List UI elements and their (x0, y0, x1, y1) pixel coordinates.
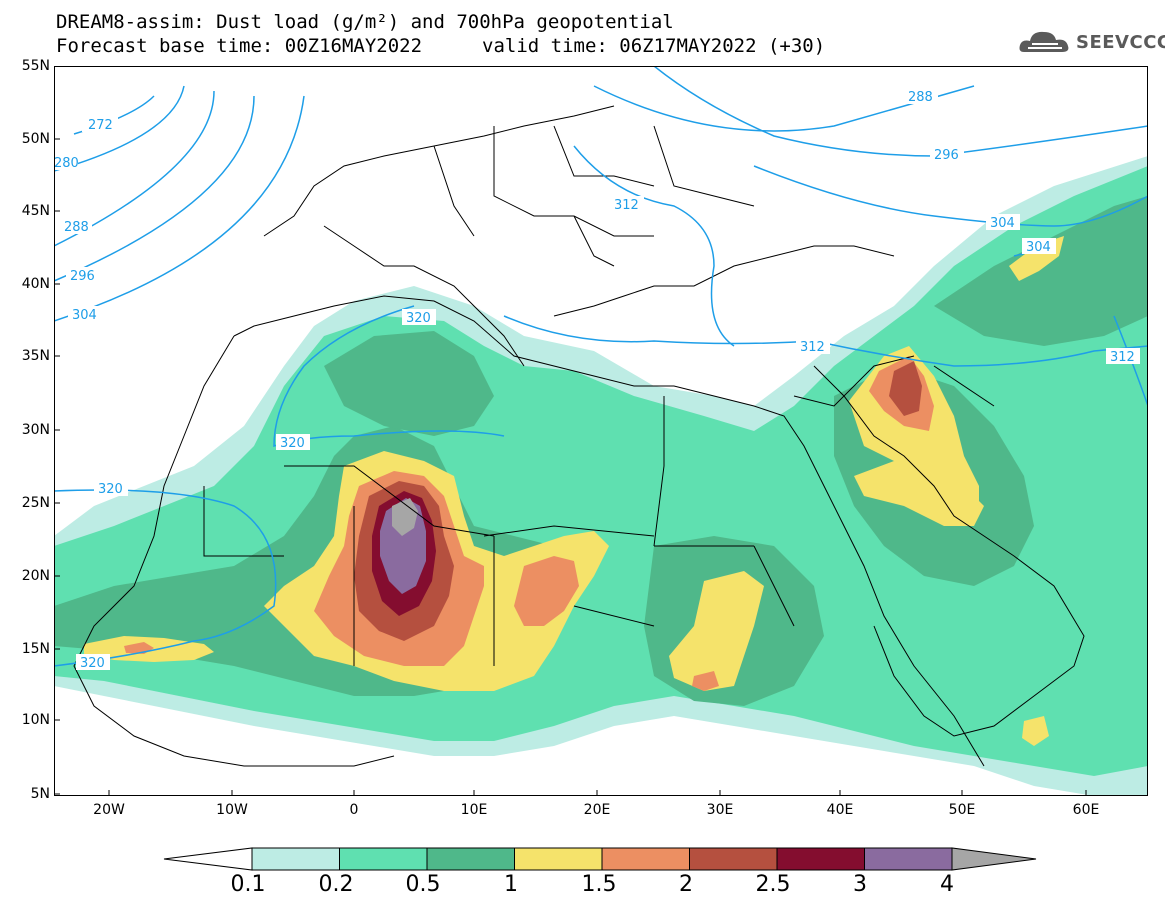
lat-label-50n: 50N (21, 131, 50, 147)
contour-label-280: 280 (54, 156, 79, 171)
dust-level-4 (392, 498, 418, 536)
colorbar-label-0-5: 0.5 (405, 872, 441, 897)
colorbar-high-arrow (951, 847, 1037, 871)
colorbar-cell (251, 847, 340, 871)
colorbar-cell (864, 847, 953, 871)
contour-label-312-europe: 312 (614, 198, 639, 213)
logo-text: SEEVCCC (1076, 32, 1165, 53)
contour-label-272: 272 (88, 118, 113, 133)
lat-label-20n: 20N (21, 568, 50, 584)
lon-label-30e: 30E (706, 802, 734, 818)
contour-label-296-east: 296 (934, 148, 959, 163)
contour-label-312-levant: 312 (800, 340, 825, 355)
lat-label-30n: 30N (21, 422, 50, 438)
contour-label-304-east: 304 (990, 216, 1015, 231)
colorbar-low-arrow (163, 847, 253, 871)
coastline-arabia (813, 365, 1085, 737)
lon-label-20w: 20W (93, 802, 125, 818)
contour-label-288-east: 288 (908, 90, 933, 105)
colorbar-label-3: 3 (853, 872, 867, 897)
title-valid-time: valid time: 06Z17MAY2022 (+30) (482, 35, 826, 57)
cloud-logo-icon (1019, 31, 1069, 52)
lat-label-45n: 45N (21, 203, 50, 219)
title-base-time: Forecast base time: 00Z16MAY2022 (56, 35, 423, 57)
colorbar (163, 847, 1037, 871)
border-lines-europe (433, 125, 755, 267)
lat-label-15n: 15N (21, 641, 50, 657)
lon-label-60e: 60E (1072, 802, 1100, 818)
colorbar-cell (339, 847, 428, 871)
coastline-europe (263, 105, 895, 367)
seevccc-logo: SEEVCCC (1018, 26, 1165, 60)
colorbar-cell (601, 847, 690, 871)
lon-label-10w: 10W (216, 802, 248, 818)
contour-label-320-west: 320 (98, 482, 123, 497)
lon-label-0: 0 (349, 802, 359, 818)
colorbar-label-0-2: 0.2 (318, 872, 354, 897)
contour-label-304: 304 (72, 308, 97, 323)
lon-label-10e: 10E (460, 802, 488, 818)
contour-label-296: 296 (70, 269, 95, 284)
lat-label-55n: 55N (21, 58, 50, 74)
dust-level-1-5-south (692, 671, 719, 691)
colorbar-cell (426, 847, 515, 871)
contour-label-312-east: 312 (1110, 350, 1135, 365)
dust-level-1-5-chad (514, 556, 579, 626)
colorbar-cell (776, 847, 865, 871)
colorbar-label-1: 1 (504, 872, 518, 897)
dust-level-1-sudan (669, 571, 764, 691)
dust-level-0-5-caspian (934, 196, 1148, 346)
contour-label-320-mid: 320 (280, 436, 305, 451)
lat-label-10n: 10N (21, 712, 50, 728)
lat-label-25n: 25N (21, 495, 50, 511)
contour-label-288: 288 (64, 220, 89, 235)
lat-label-40n: 40N (21, 276, 50, 292)
lon-label-20e: 20E (583, 802, 611, 818)
colorbar-cell (514, 847, 603, 871)
lat-label-5n: 5N (30, 786, 50, 802)
dust-level-2-iraq (889, 361, 922, 416)
dust-map: 272 280 288 296 304 320 320 320 320 312 … (54, 66, 1148, 796)
lon-label-40e: 40E (826, 802, 854, 818)
border-lines (203, 355, 995, 666)
colorbar-cell (689, 847, 778, 871)
colorbar-label-0-1: 0.1 (230, 872, 266, 897)
coastline-africa (73, 295, 985, 767)
contour-label-320-south: 320 (80, 656, 105, 671)
colorbar-label-4: 4 (940, 872, 954, 897)
colorbar-label-2: 2 (679, 872, 693, 897)
lon-label-50e: 50E (948, 802, 976, 818)
contour-label-304-caspian: 304 (1026, 240, 1051, 255)
dust-level-1-horn (1022, 716, 1049, 746)
dust-level-0-5-north (324, 331, 494, 436)
title-line-1: DREAM8-assim: Dust load (g/m²) and 700hP… (56, 11, 674, 33)
contour-label-320-north: 320 (406, 311, 431, 326)
lat-label-35n: 35N (21, 348, 50, 364)
colorbar-label-2-5: 2.5 (755, 872, 791, 897)
dust-level-1-gulf (854, 461, 984, 526)
colorbar-label-1-5: 1.5 (581, 872, 617, 897)
